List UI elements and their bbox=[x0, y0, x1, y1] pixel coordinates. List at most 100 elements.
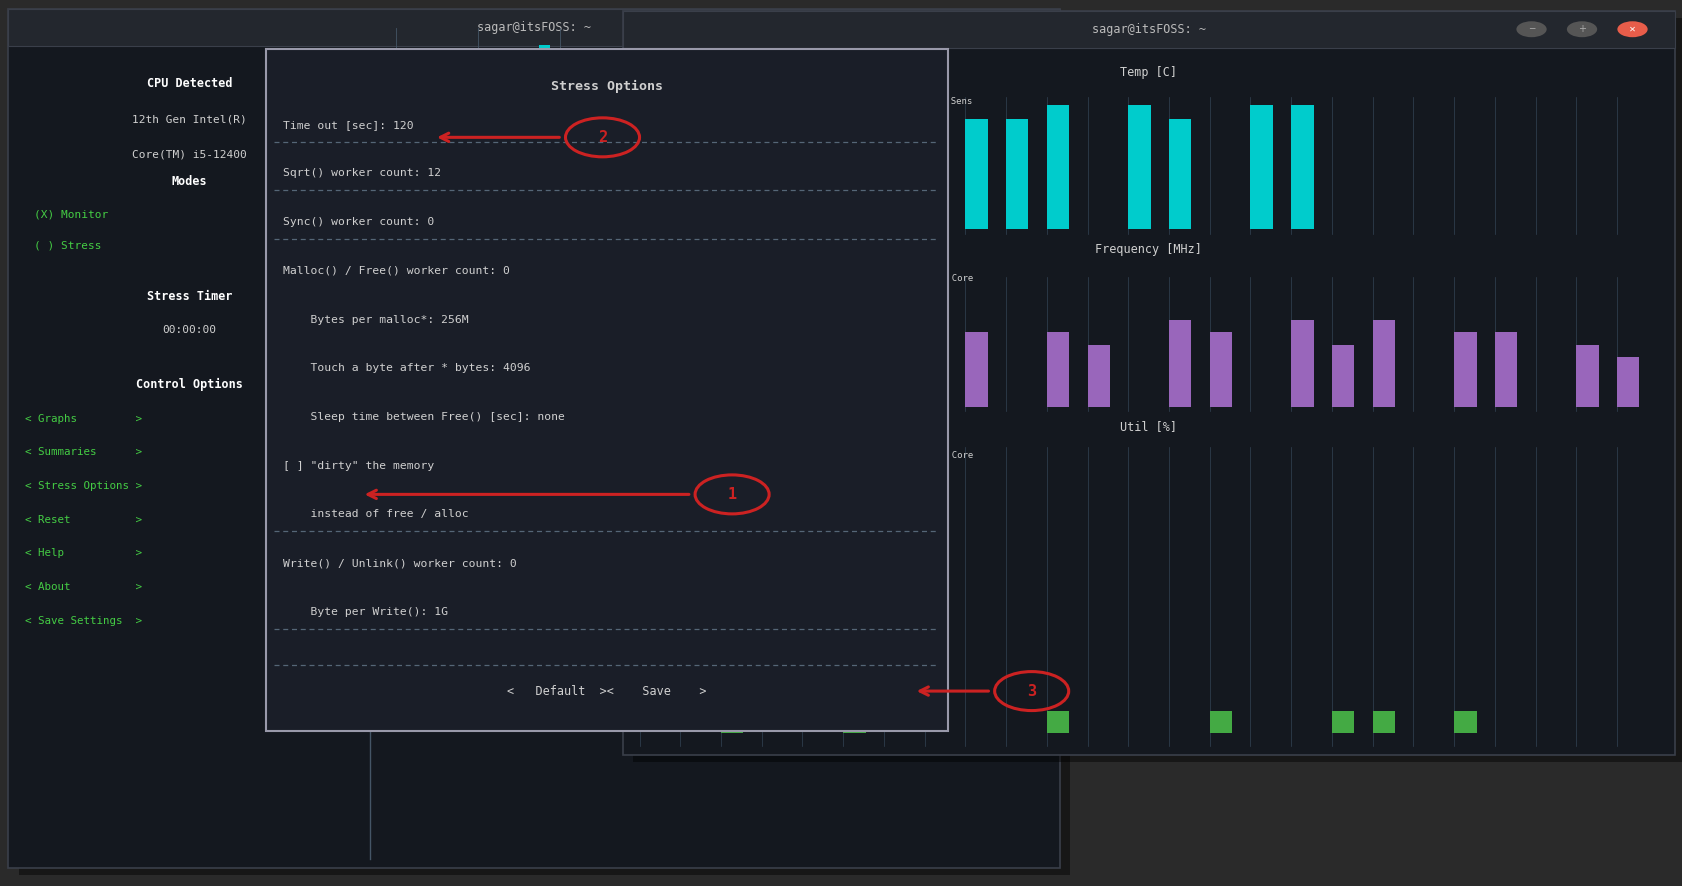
Circle shape bbox=[1002, 19, 1033, 35]
Text: ✕: ✕ bbox=[1014, 23, 1021, 32]
Text: ─: ─ bbox=[913, 23, 920, 32]
Bar bbox=[928, 44, 940, 139]
Text: Core(TM) i5-12400: Core(TM) i5-12400 bbox=[131, 150, 247, 159]
Text: e 2|Core 3|Core 4| Core|Core 6| Core|Core 8| Core| Core | Core: e 2|Core 3|Core 4| Core|Core 6| Core|Cor… bbox=[639, 451, 972, 460]
Text: Temp [C]: Temp [C] bbox=[653, 77, 708, 90]
Text: Byte per Write(): 1G: Byte per Write(): 1G bbox=[283, 607, 447, 617]
Bar bbox=[19, 16, 1070, 875]
Bar bbox=[478, 57, 488, 139]
Bar bbox=[1209, 711, 1231, 733]
Bar bbox=[802, 320, 824, 407]
Bar bbox=[622, 11, 1674, 48]
Bar bbox=[580, 237, 594, 290]
Text: [ ] "dirty" the memory: [ ] "dirty" the memory bbox=[283, 461, 434, 470]
Text: Malloc() / Free() worker count: 0: Malloc() / Free() worker count: 0 bbox=[283, 266, 510, 276]
Bar bbox=[641, 44, 653, 139]
Bar bbox=[395, 104, 407, 139]
Circle shape bbox=[1515, 21, 1546, 37]
Text: Stress Timer: Stress Timer bbox=[146, 290, 232, 303]
Bar bbox=[8, 9, 1060, 868]
Bar bbox=[426, 228, 439, 290]
Bar bbox=[720, 307, 743, 407]
Bar bbox=[458, 237, 471, 290]
Bar bbox=[600, 57, 612, 139]
Bar bbox=[843, 711, 865, 733]
Text: < Help           >: < Help > bbox=[25, 548, 143, 558]
Bar bbox=[1330, 345, 1354, 407]
Text: 00:00:00: 00:00:00 bbox=[161, 325, 217, 335]
Bar bbox=[843, 133, 865, 229]
Text: Frequency [MHz]: Frequency [MHz] bbox=[1095, 243, 1201, 256]
Bar bbox=[720, 160, 743, 229]
Bar bbox=[965, 120, 987, 229]
Text: < Stress Options >: < Stress Options > bbox=[25, 481, 143, 491]
Text: < Summaries      >: < Summaries > bbox=[25, 447, 143, 457]
Bar bbox=[661, 44, 673, 139]
Bar bbox=[622, 11, 1674, 755]
Text: Sleep time between Free() [sec]: none: Sleep time between Free() [sec]: none bbox=[283, 412, 563, 422]
Text: sagar@itsFOSS: ~: sagar@itsFOSS: ~ bbox=[478, 21, 590, 34]
Text: Temp [C]: Temp [C] bbox=[1120, 66, 1176, 79]
Text: +: + bbox=[964, 22, 971, 33]
Text: sagar@itsFOSS: ~: sagar@itsFOSS: ~ bbox=[1092, 23, 1204, 35]
Text: ( ) Stress: ( ) Stress bbox=[34, 241, 101, 251]
Text: 0.0: 0.0 bbox=[387, 144, 405, 153]
Bar bbox=[949, 44, 960, 139]
Bar bbox=[1453, 711, 1475, 733]
Text: instead of free / alloc: instead of free / alloc bbox=[283, 509, 468, 519]
Circle shape bbox=[1616, 21, 1647, 37]
Bar bbox=[1616, 357, 1638, 407]
Bar bbox=[8, 9, 1060, 46]
Text: < About          >: < About > bbox=[25, 582, 143, 592]
Bar bbox=[680, 332, 703, 407]
Bar bbox=[1494, 332, 1517, 407]
Bar bbox=[826, 57, 838, 139]
Bar bbox=[538, 44, 550, 139]
Text: Modes: Modes bbox=[172, 175, 207, 188]
Text: <   Default  ><    Save    >: < Default >< Save > bbox=[506, 685, 706, 697]
Text: 0: 0 bbox=[387, 293, 394, 303]
Bar bbox=[1006, 120, 1028, 229]
Bar bbox=[1046, 332, 1068, 407]
Bar bbox=[1373, 320, 1394, 407]
Text: Sqrt() worker count: 12: Sqrt() worker count: 12 bbox=[283, 168, 441, 178]
Text: Write() / Unlink() worker count: 0: Write() / Unlink() worker count: 0 bbox=[283, 558, 516, 568]
Bar bbox=[1250, 105, 1272, 229]
Text: Time out [sec]: 120: Time out [sec]: 120 bbox=[283, 120, 414, 129]
Bar bbox=[1169, 120, 1191, 229]
Bar bbox=[720, 711, 743, 733]
Bar bbox=[923, 175, 947, 229]
Text: 5600  Avg |C: 5600 Avg |C bbox=[387, 192, 463, 203]
Bar bbox=[1453, 332, 1475, 407]
Bar bbox=[1169, 320, 1191, 407]
Bar bbox=[683, 44, 693, 139]
Text: 1: 1 bbox=[727, 487, 737, 501]
Bar bbox=[1087, 345, 1110, 407]
Circle shape bbox=[902, 19, 932, 35]
Bar bbox=[965, 332, 987, 407]
Bar bbox=[1290, 105, 1314, 229]
Bar bbox=[908, 44, 918, 139]
Bar bbox=[1046, 711, 1068, 733]
Bar bbox=[580, 68, 590, 139]
Bar bbox=[843, 357, 865, 407]
Text: < Reset          >: < Reset > bbox=[25, 515, 143, 525]
Text: ─: ─ bbox=[1527, 25, 1534, 34]
Text: 3: 3 bbox=[1026, 684, 1036, 698]
Bar bbox=[639, 160, 661, 229]
Bar bbox=[518, 219, 532, 290]
Bar bbox=[395, 245, 409, 290]
Text: Util [%]: Util [%] bbox=[1120, 420, 1176, 433]
Text: Control Options: Control Options bbox=[136, 378, 242, 392]
Text: ✕: ✕ bbox=[1628, 25, 1635, 34]
Text: e1|Core|Core3|Core|Core5|Iwlw|Compo|Sens|Senso|Comp|Senso|Sens: e1|Core|Core3|Core|Core5|Iwlw|Compo|Sens… bbox=[639, 97, 972, 105]
Text: 12th Gen Intel(R): 12th Gen Intel(R) bbox=[131, 114, 247, 124]
Circle shape bbox=[952, 19, 982, 35]
Bar bbox=[923, 357, 947, 407]
Bar bbox=[266, 49, 947, 731]
Text: < Save Settings  >: < Save Settings > bbox=[25, 616, 143, 626]
Text: |0: |0 bbox=[387, 321, 399, 331]
Bar bbox=[802, 147, 824, 229]
Bar bbox=[632, 18, 1682, 762]
Bar bbox=[1209, 332, 1231, 407]
